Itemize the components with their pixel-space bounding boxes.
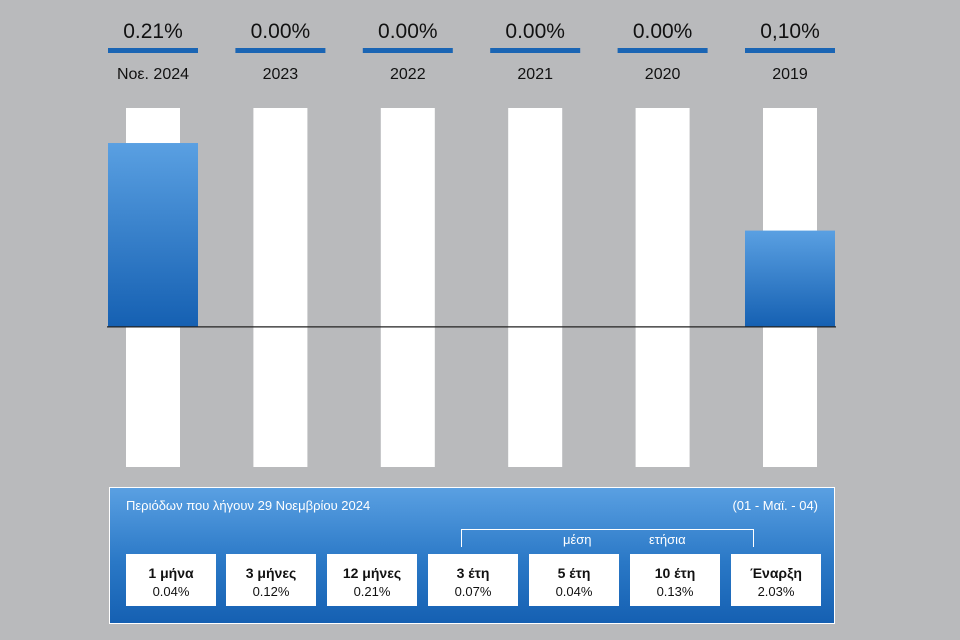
bar: [108, 143, 198, 327]
column-background: [508, 108, 563, 467]
label-underline: [617, 48, 708, 53]
period-card-inception: Έναρξη 2.03%: [731, 554, 821, 606]
period-card-label: 3 έτη: [456, 565, 490, 581]
value-label: 0,10%: [760, 20, 820, 43]
category-label: Νοε. 2024: [117, 66, 189, 83]
period-card-label: 10 έτη: [654, 565, 696, 581]
category-label: 2020: [645, 66, 681, 83]
period-card-label: 1 μήνα: [148, 565, 194, 581]
category-label: 2022: [390, 66, 426, 83]
period-card-1-month: 1 μήνα 0.04%: [126, 554, 216, 606]
period-card-value: 0.04%: [555, 584, 593, 599]
label-underline: [362, 48, 453, 53]
value-label: 0.00%: [378, 20, 438, 43]
column-background: [253, 108, 308, 467]
column-background: [380, 108, 435, 467]
period-card-label: 12 μήνες: [342, 565, 402, 581]
period-card-3-years: 3 έτη 0.07%: [428, 554, 518, 606]
period-card-value: 2.03%: [757, 584, 795, 599]
value-label: 0.21%: [123, 20, 183, 43]
period-card-label: Έναρξη: [750, 565, 802, 581]
period-card-value: 0.04%: [152, 584, 190, 599]
label-underline: [108, 48, 198, 53]
period-range: (01 - Μαϊ. - 04): [732, 498, 818, 513]
period-card-value: 0.07%: [454, 584, 492, 599]
period-card-value: 0.12%: [252, 584, 290, 599]
value-label: 0.00%: [505, 20, 565, 43]
period-returns-panel: Περιόδων που λήγουν 29 Νοεμβρίου 2024 (0…: [109, 487, 835, 624]
period-card-label: 3 μήνες: [245, 565, 297, 581]
period-card-label: 5 έτη: [557, 565, 591, 581]
category-label: 2021: [517, 66, 553, 83]
annual-returns-chart: 0.21% Νοε. 2024 0.00% 2023 0.00% 2022 0.00% 202…: [107, 20, 836, 467]
label-underline: [235, 48, 326, 53]
annualized-average-bracket: [461, 529, 754, 547]
period-card-10-years: 10 έτη 0.13%: [630, 554, 720, 606]
category-label: 2023: [263, 66, 299, 83]
average-label: μέση: [563, 532, 592, 547]
period-card-3-months: 3 μήνες 0.12%: [226, 554, 316, 606]
value-label: 0.00%: [251, 20, 311, 43]
category-label: 2019: [772, 66, 808, 83]
value-label: 0.00%: [633, 20, 693, 43]
period-card-5-years: 5 έτη 0.04%: [529, 554, 619, 606]
period-title: Περιόδων που λήγουν 29 Νοεμβρίου 2024: [126, 498, 371, 513]
label-underline: [745, 48, 835, 53]
column-background: [635, 108, 690, 467]
bar: [745, 230, 835, 327]
period-card-value: 0.13%: [656, 584, 694, 599]
period-card-value: 0.21%: [353, 584, 391, 599]
annual-label: ετήσια: [649, 532, 686, 547]
label-underline: [490, 48, 581, 53]
period-card-12-months: 12 μήνες 0.21%: [327, 554, 417, 606]
